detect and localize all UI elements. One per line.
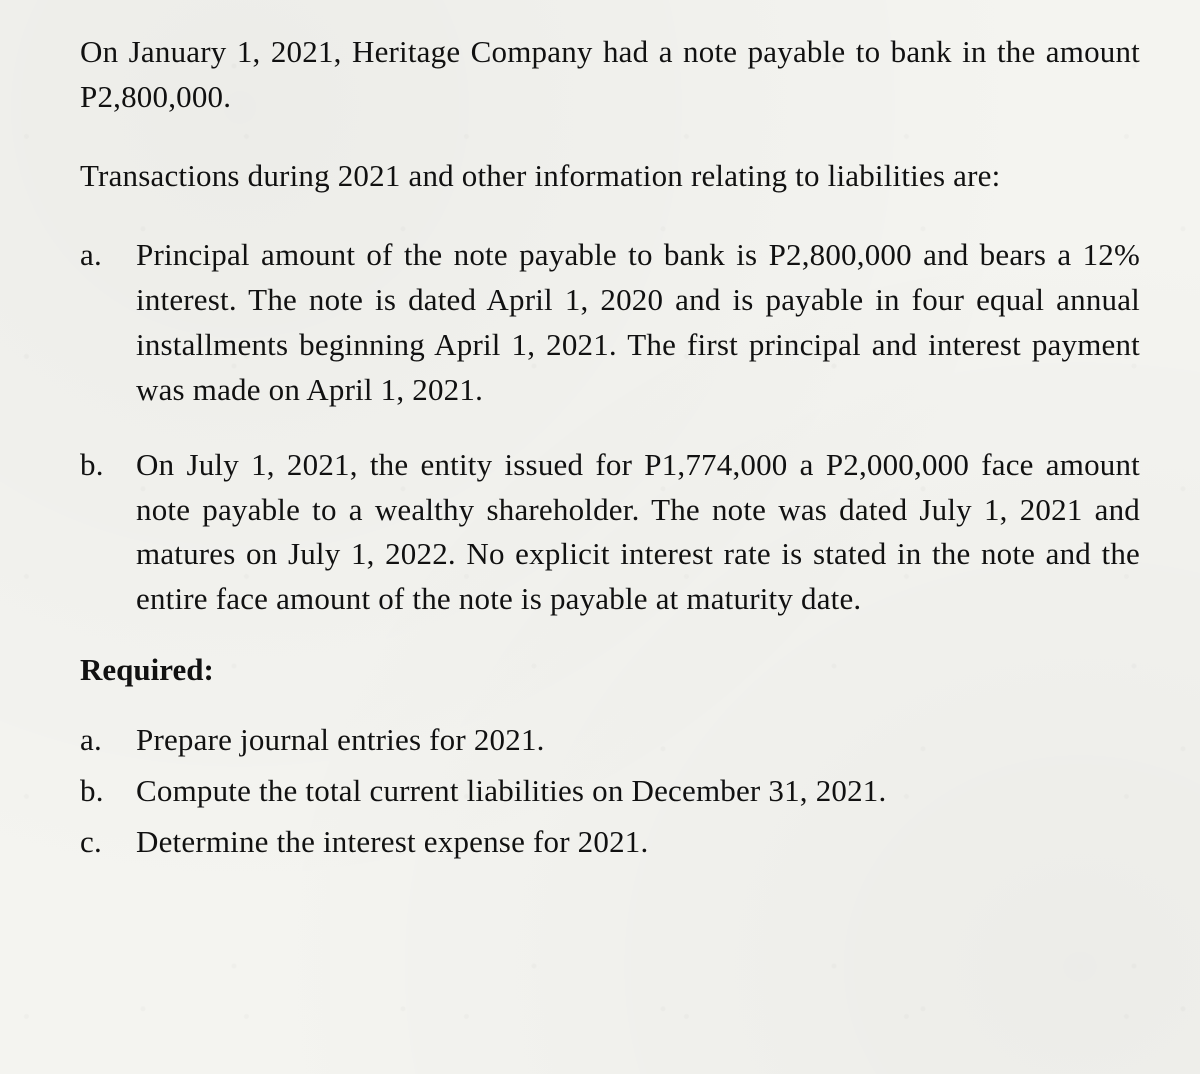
list-item-marker: c. [80,820,136,865]
list-item-body: On July 1, 2021, the entity issued for P… [136,443,1140,623]
list-item-marker: a. [80,718,136,763]
intro-paragraph-2: Transactions during 2021 and other infor… [80,154,1140,199]
required-list: a. Prepare journal entries for 2021. b. … [80,718,1140,865]
list-item-body: Prepare journal entries for 2021. [136,718,1140,763]
transaction-list: a. Principal amount of the note payable … [80,233,1140,623]
list-item-marker: b. [80,443,136,623]
list-item: b. On July 1, 2021, the entity issued fo… [80,443,1140,623]
list-item-body: Compute the total current liabilities on… [136,769,1140,814]
list-item: c. Determine the interest expense for 20… [80,820,1140,865]
list-item-body: Principal amount of the note payable to … [136,233,1140,413]
list-item: a. Principal amount of the note payable … [80,233,1140,413]
intro-paragraph-1: On January 1, 2021, Heritage Company had… [80,30,1140,120]
required-heading: Required: [80,652,1140,688]
list-item-marker: b. [80,769,136,814]
list-item: b. Compute the total current liabilities… [80,769,1140,814]
list-item-marker: a. [80,233,136,413]
list-item: a. Prepare journal entries for 2021. [80,718,1140,763]
document-page: On January 1, 2021, Heritage Company had… [0,0,1200,1074]
list-item-body: Determine the interest expense for 2021. [136,820,1140,865]
